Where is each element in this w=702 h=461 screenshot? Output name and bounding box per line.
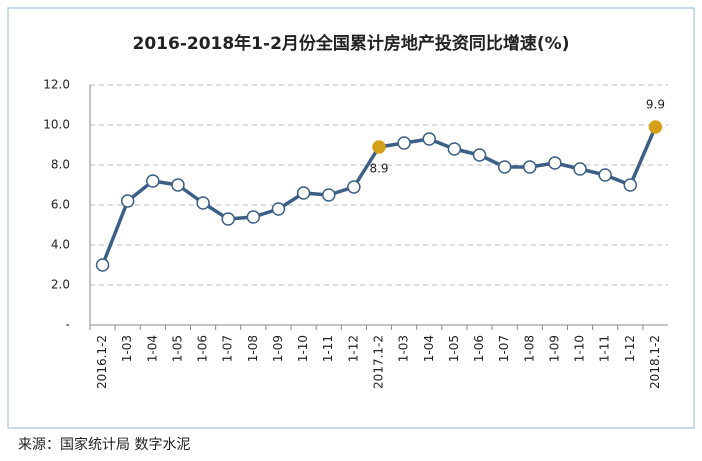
- data-point: [472, 148, 487, 162]
- x-tick-label: 1-12: [623, 335, 637, 362]
- x-tick-label: 1-08: [246, 335, 260, 362]
- data-point: [146, 174, 160, 188]
- x-tick-label: 1-09: [547, 335, 561, 362]
- x-tick-label: 2018.1-2: [648, 335, 662, 389]
- data-point: [296, 186, 311, 200]
- data-point: [246, 210, 261, 224]
- x-tick-label: 1-12: [346, 335, 360, 362]
- x-tick-label: 1-11: [598, 335, 612, 362]
- data-point: [447, 142, 462, 156]
- y-tick-label: 6.0: [51, 198, 70, 212]
- data-point: [347, 180, 361, 194]
- data-point: [95, 258, 110, 272]
- source-note: 来源：国家统计局 数字水泥: [18, 436, 190, 453]
- data-point: [598, 168, 612, 182]
- y-tick-label: -: [66, 318, 70, 332]
- data-point: [120, 194, 135, 208]
- x-tick-label: 2017.1-2: [372, 335, 386, 389]
- x-tick-label: 1-04: [145, 335, 159, 362]
- y-tick-label: 2.0: [51, 278, 70, 292]
- data-label: 9.9: [646, 98, 665, 112]
- data-point: [623, 178, 638, 192]
- x-tick-label: 1-06: [472, 335, 486, 362]
- data-point: [372, 140, 386, 154]
- x-tick-label: 1-07: [497, 335, 511, 362]
- x-tick-label: 1-11: [321, 335, 335, 362]
- x-tick-label: 1-03: [120, 335, 134, 362]
- x-tick-label: 1-10: [296, 335, 310, 362]
- y-tick-label: 8.0: [51, 158, 70, 172]
- data-point: [648, 120, 663, 134]
- data-point: [573, 162, 587, 176]
- data-label: 8.9: [369, 162, 388, 176]
- x-tick-label: 1-04: [422, 335, 436, 362]
- x-tick-label: 1-07: [221, 335, 235, 362]
- x-tick-label: 1-10: [573, 335, 587, 362]
- data-point: [422, 132, 437, 146]
- data-point: [497, 160, 512, 174]
- y-tick-label: 4.0: [51, 238, 70, 252]
- data-point: [321, 188, 336, 202]
- y-tick-label: 10.0: [43, 118, 70, 132]
- x-tick-label: 1-05: [170, 335, 184, 362]
- chart-frame: [7, 7, 695, 429]
- data-point: [171, 178, 185, 192]
- data-point: [221, 212, 235, 226]
- x-tick-label: 1-06: [196, 335, 210, 362]
- x-tick-label: 1-03: [397, 335, 411, 362]
- data-point: [196, 196, 210, 210]
- x-tick-label: 1-08: [522, 335, 536, 362]
- x-tick-label: 1-09: [271, 335, 285, 362]
- data-point: [271, 202, 286, 216]
- data-point: [523, 160, 537, 174]
- y-tick-label: 12.0: [43, 78, 70, 92]
- chart-title: 2016-2018年1-2月份全国累计房地产投资同比增速(%): [133, 33, 570, 54]
- data-point: [397, 136, 411, 150]
- data-point: [548, 156, 562, 170]
- x-tick-label: 1-05: [447, 335, 461, 362]
- x-tick-label: 2016.1-2: [95, 335, 109, 389]
